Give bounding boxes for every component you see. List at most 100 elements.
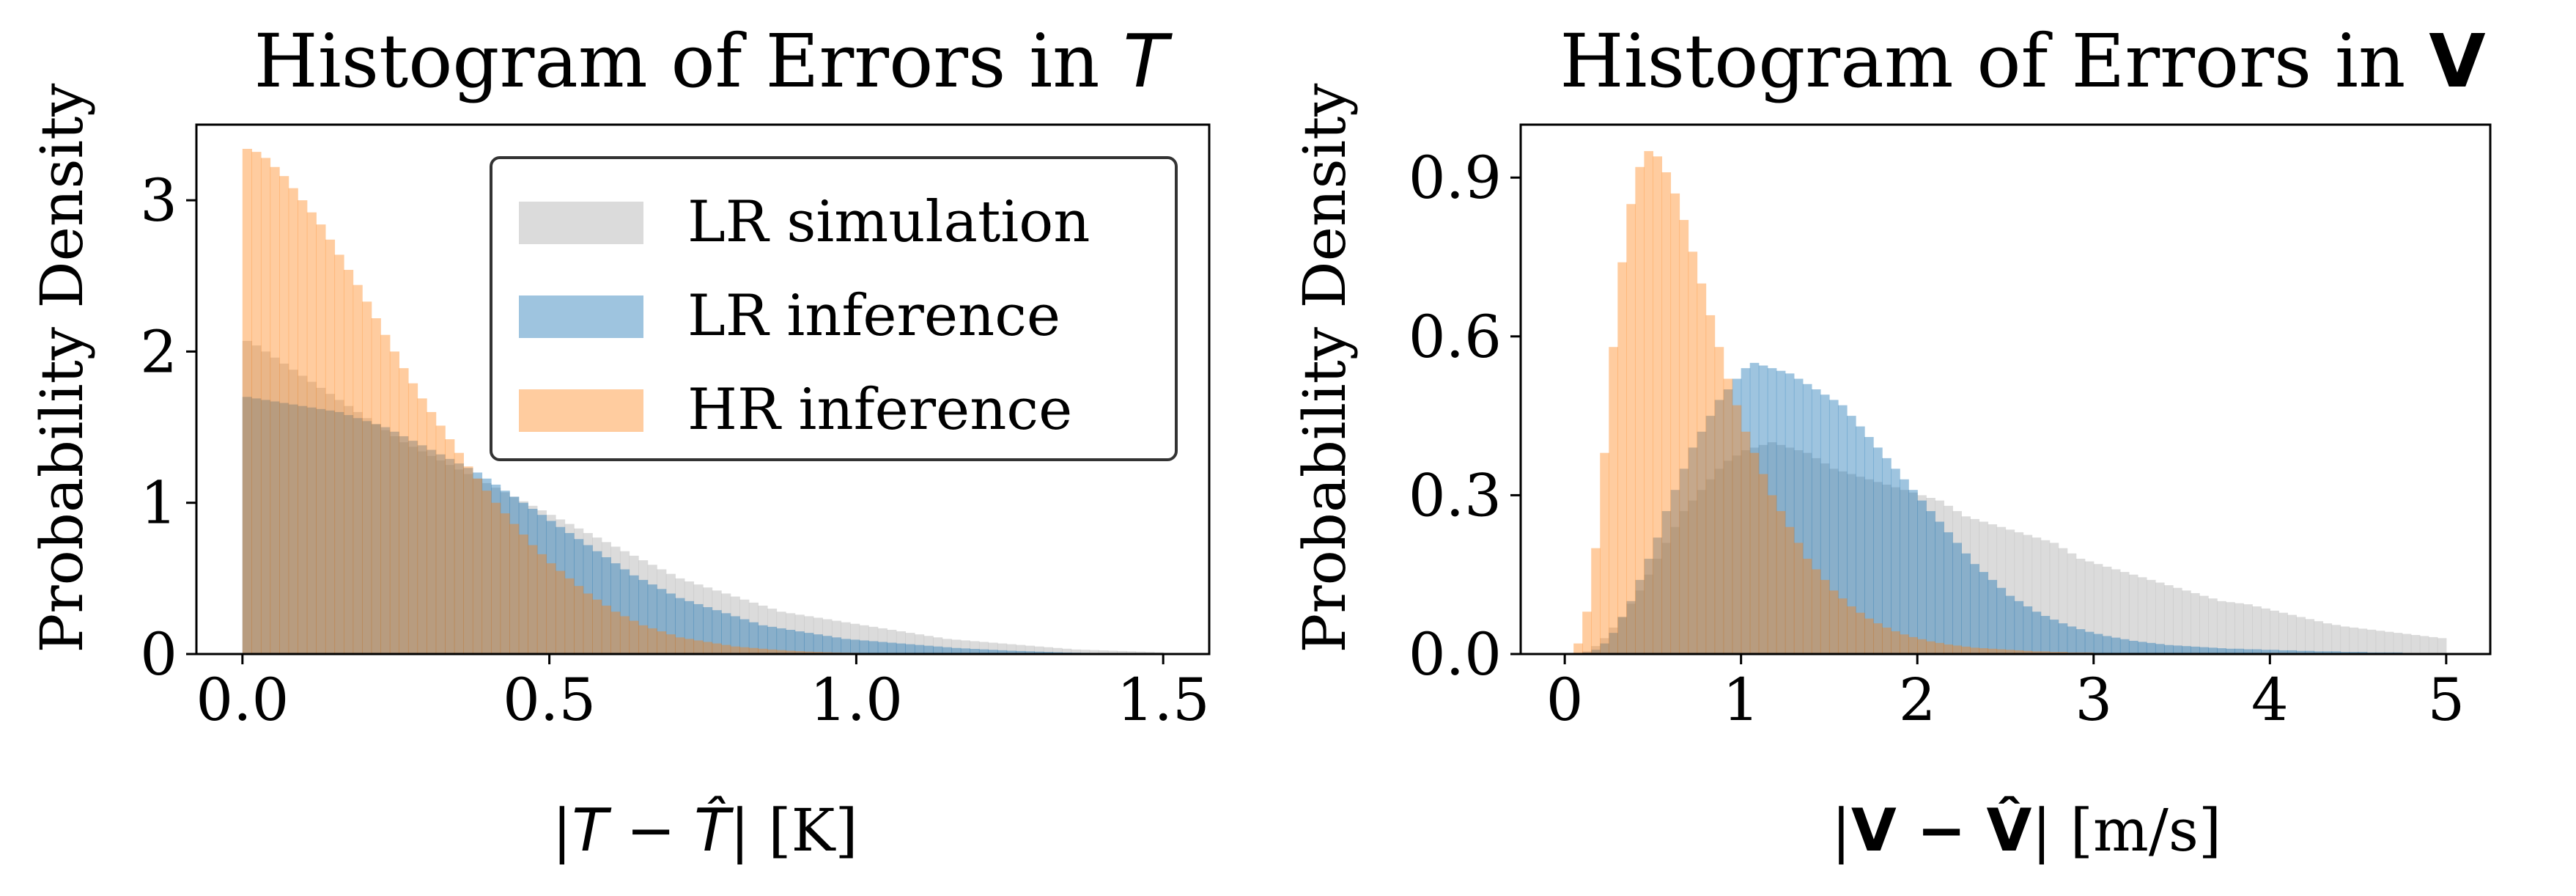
histogram-bar — [2419, 636, 2429, 654]
histogram-bar — [518, 502, 528, 654]
histogram-bar — [2393, 633, 2403, 654]
histogram-bar — [518, 535, 528, 654]
histogram-bar — [1767, 442, 1777, 654]
histogram-bar — [2182, 646, 2191, 654]
histogram-bar — [2234, 603, 2244, 654]
histogram-bar — [491, 488, 501, 654]
histogram-bar — [859, 640, 869, 654]
histogram-bar — [242, 149, 252, 654]
histogram-bar — [454, 452, 464, 654]
histogram-bar — [2208, 598, 2218, 654]
histogram-bar — [2102, 566, 2112, 654]
histogram-bar — [2155, 644, 2165, 654]
histogram-bar — [997, 650, 1008, 654]
histogram-bar — [1837, 405, 1848, 654]
histogram-bar — [2005, 595, 2015, 654]
histogram-bar — [2366, 629, 2377, 654]
histogram-bar — [1600, 452, 1609, 654]
plot-frame — [1519, 123, 2492, 656]
histogram-bar — [1749, 447, 1760, 654]
histogram-bar — [1952, 511, 1962, 654]
histogram-bar — [1705, 315, 1716, 654]
histogram-bar — [923, 636, 934, 654]
histogram-bar — [1723, 460, 1733, 654]
histogram-bar — [2384, 631, 2394, 654]
histogram-bar — [896, 643, 906, 654]
histogram-bar — [841, 622, 851, 654]
histogram-bar — [850, 623, 860, 654]
histogram-bar — [2173, 587, 2182, 654]
histogram-bar — [344, 270, 354, 654]
histogram-bar — [1723, 378, 1733, 654]
histogram-bar — [767, 649, 778, 654]
histogram-bar — [1988, 579, 1998, 654]
histogram-bar — [1837, 598, 1848, 654]
histogram-bar — [960, 640, 970, 654]
histogram-bar — [638, 625, 649, 654]
series-hr-inference — [242, 149, 1035, 655]
histogram-bar — [1864, 436, 1874, 654]
histogram-bar — [748, 647, 759, 654]
histogram-bar — [1749, 452, 1760, 654]
histogram-bar — [2111, 637, 2121, 654]
histogram-bar — [1979, 572, 1989, 654]
histogram-bar — [1697, 490, 1707, 654]
histogram-bar — [721, 613, 731, 654]
histogram-bar — [1908, 492, 1918, 654]
histogram-bar — [2119, 572, 2130, 654]
x-tick-label: 3 — [2075, 666, 2112, 734]
histogram-bar — [2287, 650, 2297, 654]
histogram-bar — [2296, 650, 2306, 654]
histogram-bar — [2163, 645, 2174, 654]
histogram-bar — [2173, 645, 2182, 654]
histogram-bar — [2270, 650, 2279, 654]
histogram-bar — [334, 400, 344, 654]
histogram-bar — [574, 528, 584, 654]
histogram-bar — [1609, 633, 1618, 654]
histogram-bar — [758, 605, 768, 654]
histogram-bar — [528, 508, 538, 654]
histogram-bar — [2049, 620, 2059, 654]
histogram-bar — [2234, 648, 2244, 654]
histogram-bar — [786, 613, 796, 654]
histogram-bar — [2191, 592, 2200, 654]
histogram-bar — [1749, 362, 1760, 654]
histogram-bar — [491, 484, 501, 654]
histogram-bar — [1025, 651, 1035, 654]
histogram-bar — [703, 642, 713, 654]
histogram-bar — [1600, 643, 1609, 654]
histogram-bar — [1996, 526, 2007, 654]
histogram-bar — [619, 616, 630, 654]
histogram-bar — [1758, 444, 1768, 654]
histogram-bar — [407, 383, 418, 654]
histogram-bar — [813, 617, 823, 654]
histogram-bar — [822, 636, 833, 654]
histogram-bar — [481, 491, 492, 654]
histogram-bar — [730, 596, 740, 654]
histogram-bar — [1961, 646, 1971, 654]
histogram-bar — [1900, 490, 1909, 654]
histogram-bar — [1126, 651, 1137, 654]
histogram-bar — [2252, 649, 2262, 654]
histogram-bar — [2023, 606, 2033, 654]
histogram-bar — [739, 647, 750, 654]
histogram-bar — [601, 542, 611, 654]
histogram-bar — [445, 465, 455, 654]
histogram-bar — [758, 648, 768, 654]
histogram-bar — [1679, 469, 1689, 654]
histogram-bar — [1944, 532, 1953, 654]
histogram-bar — [1935, 521, 1944, 654]
legend-label: HR inference — [687, 377, 1072, 443]
histogram-bar — [1697, 431, 1707, 654]
histogram-bar — [1609, 627, 1618, 654]
histogram-bar — [712, 643, 722, 654]
histogram-bar — [1582, 651, 1592, 654]
histogram-bar — [2340, 626, 2350, 654]
histogram-bar — [1785, 526, 1795, 654]
histogram-bar — [362, 421, 372, 654]
histogram-bar — [767, 626, 778, 654]
histogram-bar — [1952, 645, 1962, 654]
histogram-bar — [933, 637, 943, 654]
histogram-bar — [1996, 649, 2007, 654]
histogram-bar — [1864, 479, 1874, 654]
